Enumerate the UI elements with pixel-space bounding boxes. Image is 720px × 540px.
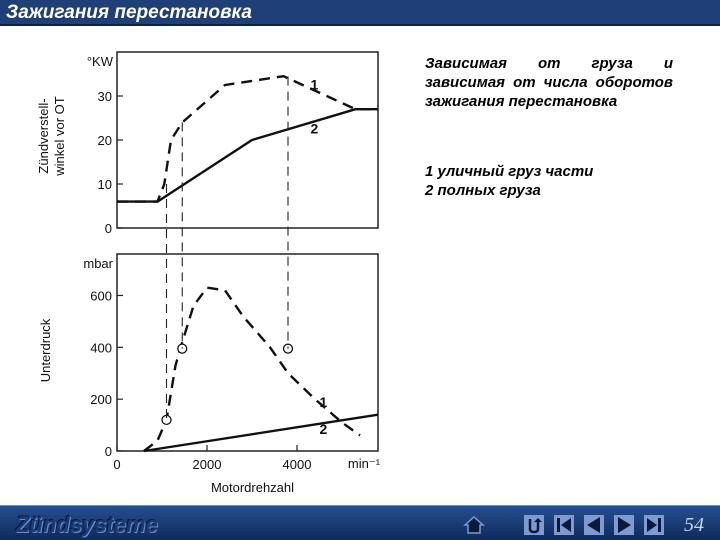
plot-frame <box>116 253 379 452</box>
footer-title: Zündsysteme <box>16 512 158 537</box>
y-tick-label: 30 <box>98 89 112 104</box>
series-label-1: 1 <box>311 76 319 92</box>
last-slide-icon[interactable] <box>643 514 665 536</box>
y-tick-label: 0 <box>105 444 112 459</box>
y-tick-label: 0 <box>105 221 112 236</box>
series-2-line <box>117 108 378 203</box>
y-tick-label: 10 <box>98 177 112 192</box>
x-axis-title: Motordrehzahl <box>211 480 294 495</box>
page-title: Зажигания перестановка <box>6 2 252 23</box>
return-icon[interactable] <box>523 514 545 536</box>
legend-item-2: 2 полных груза <box>425 182 541 199</box>
y-unit-label: mbar <box>83 256 113 271</box>
series-1-line <box>143 286 361 452</box>
legend-item-1: 1 уличный груз части <box>425 163 594 180</box>
y-tick-label: 400 <box>90 340 112 355</box>
x-unit-label: min⁻¹ <box>348 456 381 471</box>
y-axis-title: Zündverstell-winkel vor OT <box>36 96 67 177</box>
y-unit-label: °KW <box>87 54 114 69</box>
page-number: 54 <box>684 514 704 536</box>
home-icon[interactable] <box>463 514 485 536</box>
series-label-2: 2 <box>320 421 328 437</box>
previous-slide-icon[interactable] <box>583 514 605 536</box>
series-label-2: 2 <box>311 120 319 136</box>
first-slide-icon[interactable] <box>553 514 575 536</box>
legend: 1 уличный груз части 2 полных груза <box>425 162 685 200</box>
y-axis-title: Unterdruck <box>38 318 53 382</box>
footer-bar: Zündsysteme 54 <box>0 505 720 540</box>
x-tick-label: 0 <box>113 457 120 472</box>
x-tick-label: 2000 <box>193 457 222 472</box>
y-tick-label: 600 <box>90 288 112 303</box>
next-slide-icon[interactable] <box>613 514 635 536</box>
description-text: Зависимая от груза и зависимая от числа … <box>425 55 673 110</box>
vacuum-chart: 0 200 400 600 mbar Unterdruck 0 2000 4000 min⁻¹ Mo… <box>38 253 381 495</box>
guide-lines <box>165 76 289 420</box>
y-tick-label: 200 <box>90 392 112 407</box>
series-1-line <box>117 75 378 203</box>
title-bar: Зажигания перестановка <box>0 0 720 26</box>
x-tick-label: 4000 <box>283 457 312 472</box>
y-tick-label: 20 <box>98 133 112 148</box>
timing-chart: 0 10 20 30 °KW Zündverstell-winkel vor OT 1 2 <box>36 51 379 236</box>
series-2-line <box>143 413 379 453</box>
series-label-1: 1 <box>320 394 328 410</box>
